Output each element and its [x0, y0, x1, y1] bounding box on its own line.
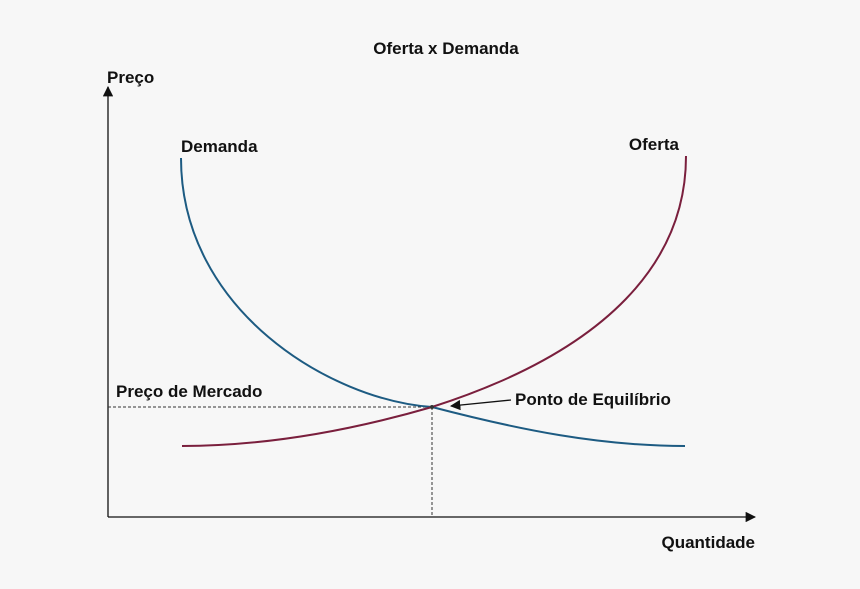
equilibrium-point	[430, 405, 434, 409]
supply-curve	[181, 155, 687, 447]
equilibrium-label: Ponto de Equilíbrio	[515, 390, 671, 409]
x-axis-label: Quantidade	[661, 533, 755, 552]
diagram-title: Oferta x Demanda	[373, 39, 519, 58]
supply-curve-label: Oferta	[629, 135, 680, 154]
y-axis-label: Preço	[107, 68, 154, 87]
demand-curve-label: Demanda	[181, 137, 258, 156]
demand-curve	[180, 157, 686, 447]
equilibrium-arrow	[449, 399, 512, 411]
market-price-label: Preço de Mercado	[116, 382, 262, 401]
